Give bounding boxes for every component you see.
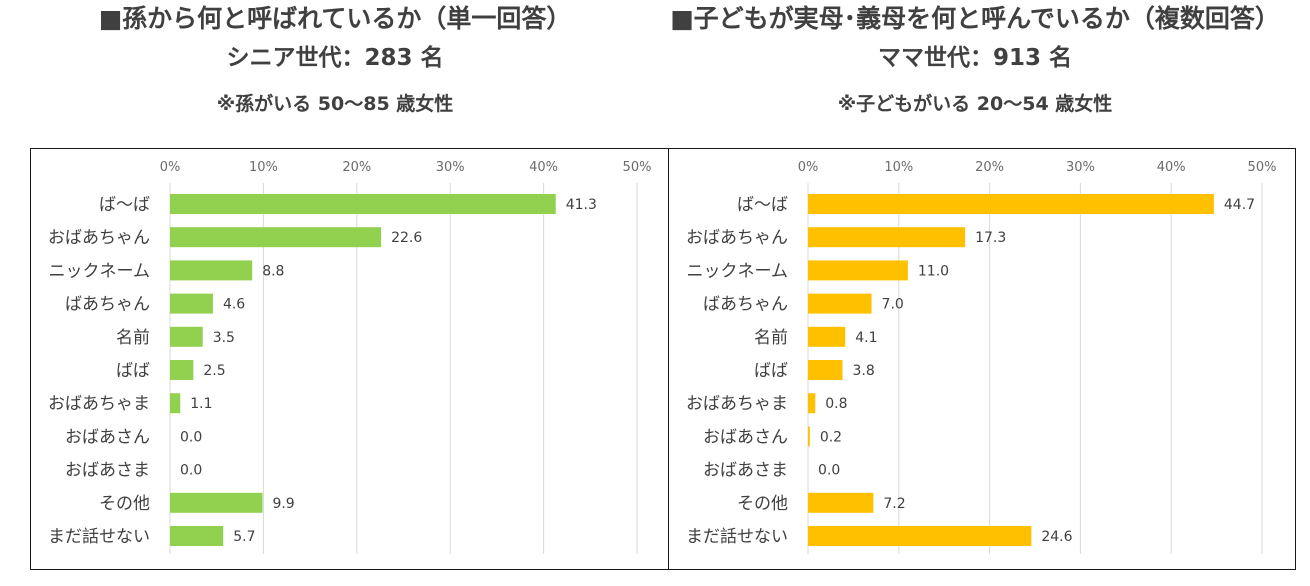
bar (170, 194, 556, 214)
x-tick-label: 30% (436, 160, 465, 175)
category-label: おばあちゃん (686, 228, 788, 248)
data-label: 4.6 (223, 297, 245, 313)
right-chart-panel: 0% 10% 20% 30% 40% 50% ば～ば 44.7 おばあちゃん 17.3 ニックネーム… (668, 148, 1296, 570)
category-label: まだ話せない (48, 527, 150, 547)
bar (170, 492, 263, 513)
x-tick-label: 20% (342, 160, 371, 175)
category-label: おばあさま (703, 461, 788, 481)
bar (170, 293, 213, 314)
category-label: ニックネーム (687, 261, 789, 281)
bar (170, 260, 253, 281)
bar (808, 227, 966, 248)
data-label: 0.0 (180, 463, 202, 479)
category-label: ニックネーム (49, 261, 151, 281)
data-label: 22.6 (391, 230, 422, 246)
left-bar-chart: 0% 10% 20% 30% 40% 50% ば～ば 41.3 おばあちゃん 22.6 ニックネーム… (48, 160, 652, 554)
data-label: 41.3 (566, 197, 597, 213)
data-label: 8.8 (262, 263, 284, 279)
category-label: 名前 (754, 328, 788, 348)
category-label: ば～ば (737, 195, 788, 215)
left-chart-title: ■孫から何と呼ばれているか（単一回答） (98, 4, 572, 33)
bar (170, 526, 224, 546)
bar (170, 360, 194, 380)
data-label: 7.0 (882, 297, 904, 313)
right-chart-subtitle: ママ世代：913 名 (877, 45, 1073, 71)
left-chart-note: ※孫がいる 50～85 歳女性 (216, 93, 454, 115)
bar (808, 526, 1032, 546)
category-label: ばば (116, 361, 150, 381)
category-label: ば～ば (99, 195, 150, 215)
x-tick-label: 20% (975, 160, 1004, 175)
right-chart-note: ※子どもがいる 20～54 歳女性 (837, 93, 1113, 115)
bar (808, 194, 1214, 214)
x-tick-label: 30% (1066, 160, 1095, 175)
category-label: まだ話せない (686, 527, 788, 547)
x-tick-label: 10% (249, 160, 278, 175)
x-tick-label: 50% (1248, 160, 1277, 175)
category-label: その他 (99, 494, 150, 514)
category-label: おばあさま (65, 461, 150, 481)
x-tick-label: 0% (160, 160, 181, 175)
bar (808, 360, 843, 380)
data-label: 4.1 (855, 330, 877, 346)
right-bar-chart: 0% 10% 20% 30% 40% 50% ば～ば 44.7 おばあちゃん 17.3 ニックネーム… (686, 160, 1277, 554)
category-label: ばあちゃん (703, 295, 788, 315)
category-label: おばあさん (703, 427, 788, 447)
bar (170, 227, 382, 248)
x-tick-label: 50% (623, 160, 652, 175)
data-label: 44.7 (1224, 197, 1255, 213)
data-label: 0.0 (180, 429, 202, 445)
data-label: 0.8 (825, 396, 847, 412)
x-tick-label: 40% (529, 160, 558, 175)
data-label: 0.0 (818, 463, 840, 479)
category-label: おばあちゃん (48, 228, 150, 248)
category-label: おばあちゃま (48, 394, 150, 414)
bar (808, 492, 874, 513)
right-chart-title: ■子どもが実母･義母を何と呼んでいるか（複数回答） (670, 4, 1280, 33)
data-label: 11.0 (918, 263, 949, 279)
left-chart-panel: 0% 10% 20% 30% 40% 50% ば～ば 41.3 おばあちゃん 22.6 ニックネーム… (30, 148, 670, 570)
bar (808, 426, 810, 447)
data-label: 3.8 (853, 363, 875, 379)
bar (170, 326, 203, 347)
data-label: 1.1 (190, 396, 212, 412)
bar (808, 293, 872, 314)
category-label: ばば (754, 361, 788, 381)
x-tick-label: 10% (884, 160, 913, 175)
bar (808, 393, 816, 414)
left-chart-subtitle: シニア世代：283 名 (226, 45, 444, 71)
x-tick-label: 0% (798, 160, 819, 175)
data-label: 24.6 (1041, 529, 1072, 545)
category-label: ばあちゃん (65, 295, 150, 315)
bar (808, 326, 846, 347)
category-label: その他 (737, 494, 788, 514)
bar (808, 260, 908, 281)
data-label: 5.7 (233, 529, 255, 545)
data-label: 9.9 (272, 496, 294, 512)
data-label: 2.5 (203, 363, 225, 379)
data-label: 0.2 (820, 429, 842, 445)
category-label: おばあさん (65, 427, 150, 447)
x-tick-label: 40% (1157, 160, 1186, 175)
category-label: おばあちゃま (686, 394, 788, 414)
data-label: 3.5 (213, 330, 235, 346)
category-label: 名前 (116, 328, 150, 348)
bar (170, 393, 181, 414)
data-label: 7.2 (883, 496, 905, 512)
data-label: 17.3 (975, 230, 1006, 246)
